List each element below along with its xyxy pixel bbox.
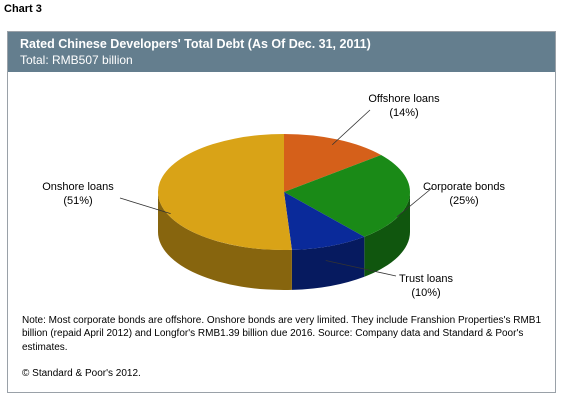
leader-line-trust-loans [325,260,397,277]
leader-line-corporate-bonds [396,187,433,218]
pie-slice-offshore-loans [284,134,382,192]
slice-pct-corporate-bonds: (25%) [449,195,478,207]
chart-header: Rated Chinese Developers' Total Debt (As… [8,32,555,72]
chart-title: Rated Chinese Developers' Total Debt (As… [20,37,371,51]
pie-sides [158,192,410,290]
pie-labels: Offshore loans (14%) Corporate bonds (25%) T… [42,93,505,299]
leader-line-onshore-loans [119,197,171,215]
slice-pct-onshore-loans: (51%) [63,195,92,207]
chart-number-label: Chart 3 [4,3,42,15]
slice-label-offshore-loans: Offshore loans [368,93,440,105]
slice-label-onshore-loans: Onshore loans [42,181,114,193]
leader-line-offshore-loans [332,109,371,146]
pie-slice-corporate-bonds [284,155,410,237]
pie-side-onshore-loans [158,192,292,290]
pie-slice-trust-loans [284,192,365,250]
chart-frame: Rated Chinese Developers' Total Debt (As… [7,31,556,393]
slice-pct-trust-loans: (10%) [411,287,440,299]
slice-pct-offshore-loans: (14%) [389,107,418,119]
pie-chart: Offshore loans (14%) Corporate bonds (25%) T… [42,93,505,299]
pie-side-corporate-bonds [364,192,410,277]
chart-subtitle: Total: RMB507 billion [20,53,133,67]
chart-note: Note: Most corporate bonds are offshore.… [22,315,542,353]
pie-side-trust-loans [291,236,365,290]
pie-leader-lines [119,109,433,277]
slice-label-corporate-bonds: Corporate bonds [423,181,505,193]
pie-slice-onshore-loans [157,134,292,250]
slice-label-trust-loans: Trust loans [399,273,454,285]
copyright-text: © Standard & Poor's 2012. [22,368,141,379]
pie-top [157,134,410,250]
